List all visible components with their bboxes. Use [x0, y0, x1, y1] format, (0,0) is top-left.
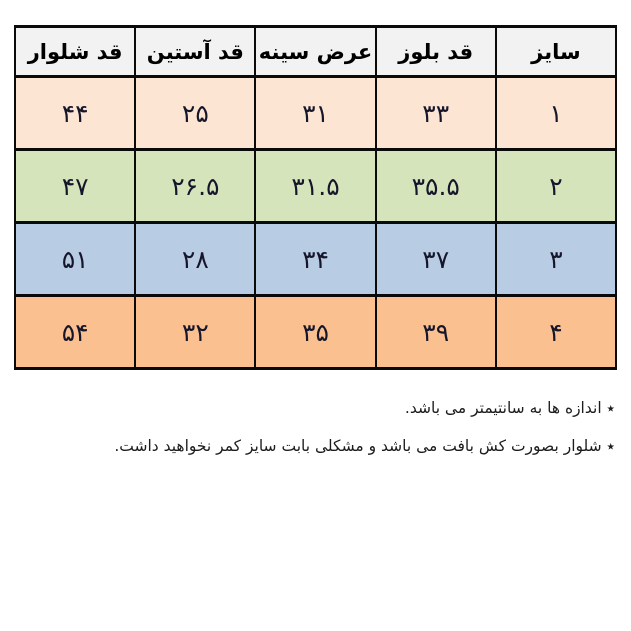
header-pants-length: قد شلوار — [13, 25, 137, 78]
cell-chest-width: ۳۴ — [254, 221, 377, 297]
cell-blouse-length: ۳۳ — [374, 75, 497, 151]
cell-sleeve-length: ۲۸ — [134, 221, 257, 297]
cell-sleeve-length: ۲۵ — [134, 75, 257, 151]
footnotes: ٭ اندازه ها به سانتیمتر می باشد. ٭ شلوار… — [16, 398, 615, 474]
header-sleeve-length: قد آستین — [134, 25, 257, 78]
cell-sleeve-length: ۳۲ — [134, 294, 257, 370]
cell-sleeve-length: ۲۶.۵ — [134, 148, 257, 224]
header-chest-width: عرض سینه — [254, 25, 377, 78]
cell-size: ۱ — [494, 75, 618, 151]
size-chart-header: سایز قد بلوز عرض سینه قد آستین قد شلوار — [13, 25, 618, 78]
header-row: سایز قد بلوز عرض سینه قد آستین قد شلوار — [13, 25, 618, 78]
cell-pants-length: ۵۱ — [13, 221, 137, 297]
cell-blouse-length: ۳۷ — [374, 221, 497, 297]
cell-size: ۲ — [494, 148, 618, 224]
cell-size: ۳ — [494, 221, 618, 297]
cell-blouse-length: ۳۵.۵ — [374, 148, 497, 224]
cell-size: ۴ — [494, 294, 618, 370]
note-units: ٭ اندازه ها به سانتیمتر می باشد. — [404, 399, 615, 417]
cell-chest-width: ۳۱ — [254, 75, 377, 151]
cell-chest-width: ۳۵ — [254, 294, 377, 370]
table-row: ۳ ۳۷ ۳۴ ۲۸ ۵۱ — [13, 221, 618, 297]
cell-pants-length: ۴۷ — [13, 148, 137, 224]
table-row: ۱ ۳۳ ۳۱ ۲۵ ۴۴ — [13, 75, 618, 151]
header-size: سایز — [494, 25, 618, 78]
cell-chest-width: ۳۱.۵ — [254, 148, 377, 224]
header-blouse-length: قد بلوز — [374, 25, 497, 78]
note-elastic-waist: ٭ شلوار بصورت کش بافت می باشد و مشکلی با… — [114, 437, 615, 455]
cell-pants-length: ۵۴ — [13, 294, 137, 370]
cell-pants-length: ۴۴ — [13, 75, 137, 151]
size-chart-table: سایز قد بلوز عرض سینه قد آستین قد شلوار … — [13, 25, 618, 370]
size-chart-body: ۱ ۳۳ ۳۱ ۲۵ ۴۴ ۲ ۳۵.۵ ۳۱.۵ ۲۶.۵ ۴۷ ۳ ۳۷ ۳… — [13, 75, 618, 370]
cell-blouse-length: ۳۹ — [374, 294, 497, 370]
table-row: ۴ ۳۹ ۳۵ ۳۲ ۵۴ — [13, 294, 618, 370]
table-row: ۲ ۳۵.۵ ۳۱.۵ ۲۶.۵ ۴۷ — [13, 148, 618, 224]
